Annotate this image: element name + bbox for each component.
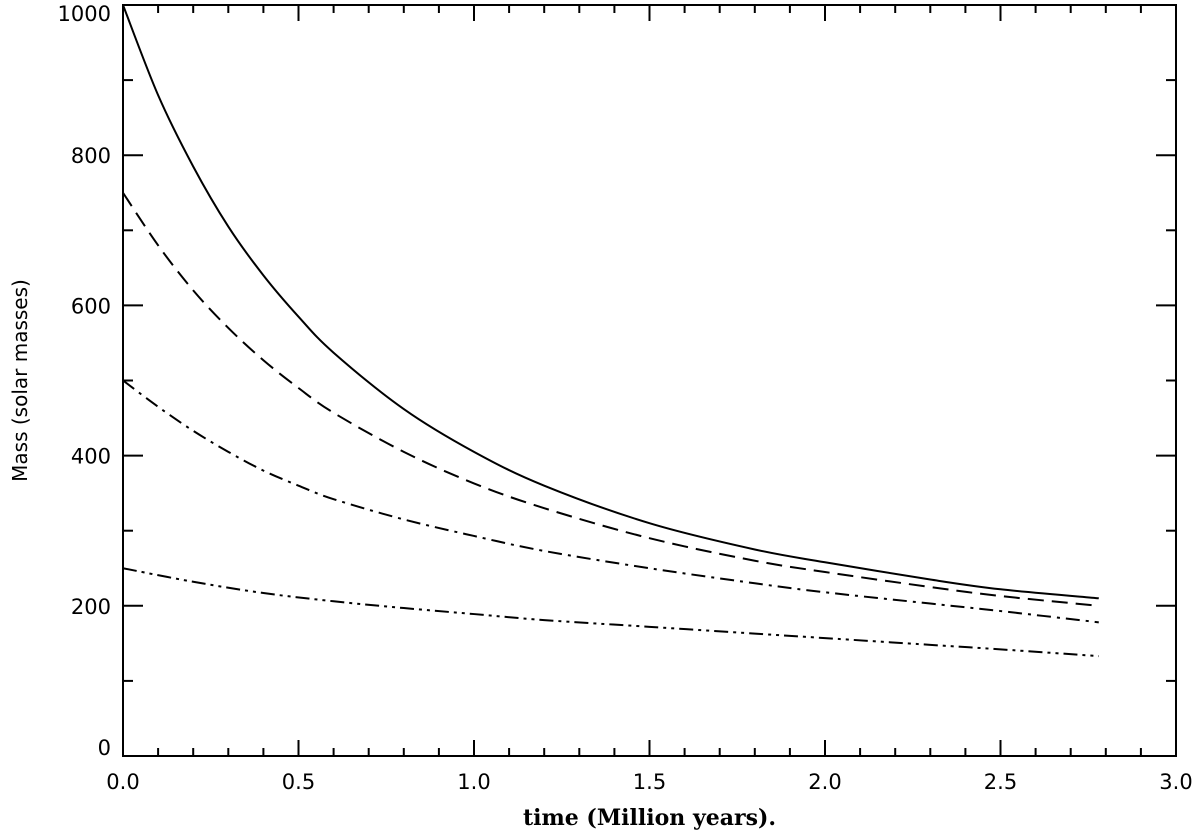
y-tick-label: 800: [71, 144, 111, 168]
x-tick-label: 3.0: [1159, 770, 1192, 794]
y-tick-label: 1000: [58, 2, 111, 26]
series-line-dash-dot: [122, 379, 1099, 624]
x-tick-label: 2.0: [808, 770, 841, 794]
series-line-solid: [122, 4, 1099, 600]
plot-frame: [122, 4, 1177, 757]
x-axis-label: time (Million years).: [523, 805, 776, 831]
x-tick-label: 1.5: [633, 770, 666, 794]
x-tick-label: 0.5: [282, 770, 315, 794]
y-tick-label: 400: [71, 445, 111, 469]
x-tick-label: 2.5: [984, 770, 1017, 794]
y-tick-label: 200: [71, 595, 111, 619]
y-tick-label: 0: [98, 736, 111, 760]
x-tick-label: 1.0: [457, 770, 490, 794]
x-tick-label: 0.0: [106, 770, 139, 794]
series-lines: [122, 4, 1099, 658]
series-line-dashed: [122, 192, 1099, 607]
y-tick-label: 600: [71, 294, 111, 318]
axis-ticks: [122, 4, 1177, 757]
y-axis-label: Mass (solar masses): [8, 279, 32, 482]
series-line-dash-dot-dot: [122, 567, 1099, 658]
tick-labels: 0.0 0.5 1.0 1.5 2.0 2.5 3.0 0 200 400 600 800 1000: [58, 2, 1193, 794]
